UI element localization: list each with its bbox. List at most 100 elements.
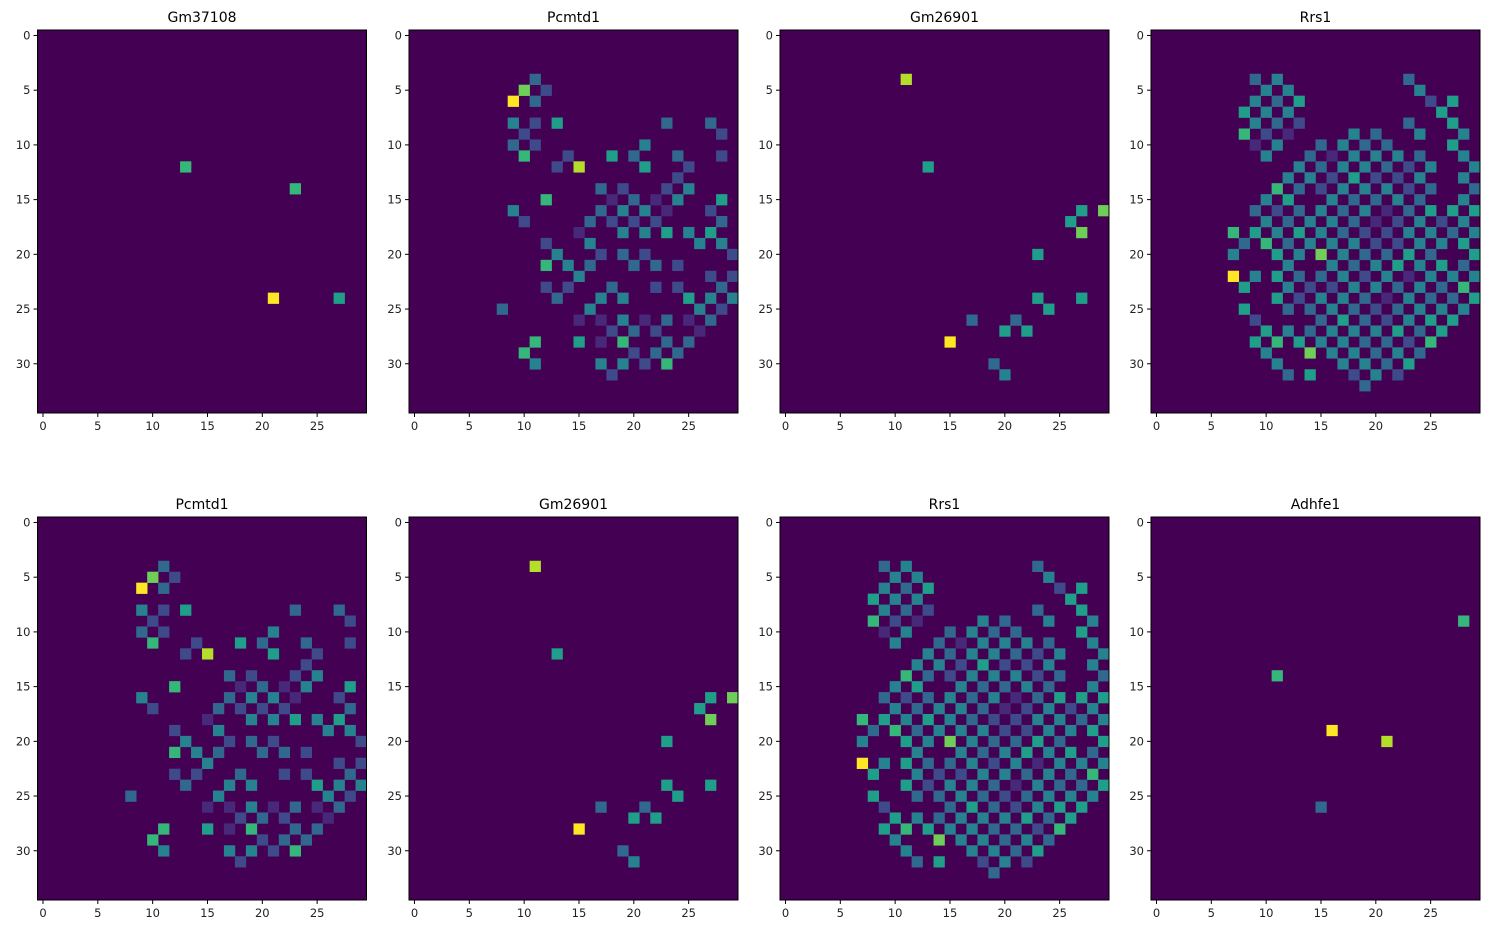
heatmap-cell [1326, 216, 1338, 228]
heatmap-cell [267, 735, 280, 748]
heatmap-cell [889, 593, 901, 605]
heatmap-cell [1021, 325, 1033, 337]
heatmap-cell [1249, 226, 1261, 239]
heatmap-cell [289, 183, 301, 195]
heatmap-cell [267, 292, 280, 304]
heatmap-cell [158, 582, 170, 594]
heatmap-cell [289, 692, 301, 704]
heatmap-cell [344, 681, 356, 693]
heatmap-cell [562, 259, 574, 272]
heatmap-cell [1260, 84, 1272, 96]
heatmap-cell [705, 205, 717, 217]
heatmap-cell [639, 205, 651, 217]
heatmap-cell [529, 95, 541, 107]
heatmap-cell [727, 248, 739, 261]
x-tick-label: 20 [255, 906, 270, 920]
x-tick-label: 20 [255, 419, 270, 433]
heatmap-cell [245, 692, 258, 704]
heatmap-cell [1238, 106, 1250, 118]
axes-frame [1150, 516, 1481, 901]
heatmap-cell [529, 358, 541, 370]
y-tick-label: 20 [758, 247, 773, 261]
heatmap-cell [1436, 259, 1448, 272]
x-tick-label: 10 [888, 419, 903, 433]
heatmap-cell [311, 648, 323, 660]
heatmap-cell [1282, 128, 1294, 140]
heatmap-cell [1304, 347, 1316, 359]
heatmap-cell [1043, 812, 1055, 824]
heatmap-cell [1348, 281, 1360, 293]
heatmap-cell [1010, 779, 1022, 791]
heatmap-cell [1054, 692, 1066, 704]
heatmap-cell [540, 84, 552, 96]
heatmap-cell [878, 626, 890, 638]
heatmap-cell [202, 648, 214, 660]
heatmap-cell [1065, 703, 1077, 715]
heatmap-cell [1054, 757, 1066, 769]
heatmap-cell [628, 812, 640, 824]
y-tick-label: 30 [1129, 357, 1144, 371]
heatmap-cell [889, 637, 901, 649]
x-tick-label: 10 [1259, 419, 1274, 433]
heatmap-cell [944, 801, 956, 813]
heatmap-cell [1370, 369, 1382, 381]
heatmap-cell [1414, 150, 1426, 162]
heatmap-cell [1032, 757, 1044, 769]
y-tick-label: 25 [387, 789, 402, 803]
heatmap-cell [661, 205, 673, 217]
heatmap-cell [1392, 237, 1404, 250]
x-tick-label: 5 [837, 906, 844, 920]
heatmap-cell [1065, 768, 1077, 780]
heatmap-cell [911, 571, 923, 583]
heatmap-cell [256, 637, 269, 649]
heatmap-cell [267, 801, 280, 813]
x-tick-label: 10 [145, 906, 160, 920]
heatmap-cell [716, 237, 728, 250]
heatmap-cell [911, 593, 923, 605]
y-tick-label: 0 [23, 28, 30, 42]
y-tick-label: 5 [1137, 570, 1144, 584]
y-tick-label: 10 [758, 138, 773, 152]
y-tick-label: 25 [16, 302, 31, 316]
heatmap-cell [955, 659, 967, 671]
heatmap-cell [1414, 281, 1426, 293]
heatmap-cell [1021, 746, 1033, 759]
panel-title: Rrs1 [1300, 10, 1332, 26]
heatmap-cell [1436, 237, 1448, 250]
heatmap-cell [617, 336, 629, 348]
heatmap-cell [1098, 779, 1110, 791]
heatmap-cell [202, 713, 214, 726]
heatmap-cell [1021, 812, 1033, 824]
heatmap-cell [639, 358, 651, 370]
heatmap-cell [1326, 724, 1338, 737]
heatmap-cell [1065, 790, 1077, 802]
heatmap-cell [1293, 161, 1305, 173]
heatmap-cell [1392, 150, 1404, 162]
heatmap-cell [1021, 768, 1033, 780]
heatmap-cell [1021, 659, 1033, 671]
heatmap-cell [1010, 314, 1022, 326]
heatmap-cell [889, 571, 901, 583]
heatmap-cell [1381, 248, 1393, 261]
heatmap-cell [1359, 205, 1371, 217]
x-tick-label: 5 [466, 419, 473, 433]
heatmap-cell [1043, 790, 1055, 802]
heatmap-cell [999, 659, 1011, 671]
heatmap-cell [900, 604, 912, 616]
heatmap-cell [1348, 259, 1360, 272]
heatmap-cell [1370, 150, 1382, 162]
heatmap-cell [1021, 703, 1033, 715]
heatmap-cell [507, 205, 519, 217]
heatmap-cell [355, 757, 367, 769]
heatmap-cell [900, 670, 912, 682]
heatmap-cell [573, 314, 585, 326]
heatmap-cell [256, 834, 269, 846]
heatmap-cell [1054, 648, 1066, 660]
heatmap-cell [977, 703, 989, 715]
heatmap-cell [1469, 292, 1481, 304]
heatmap-cell [988, 867, 1000, 879]
x-tick-label: 5 [837, 419, 844, 433]
heatmap-cell [933, 724, 945, 737]
heatmap-cell [1370, 347, 1382, 359]
heatmap-cell [911, 768, 923, 780]
